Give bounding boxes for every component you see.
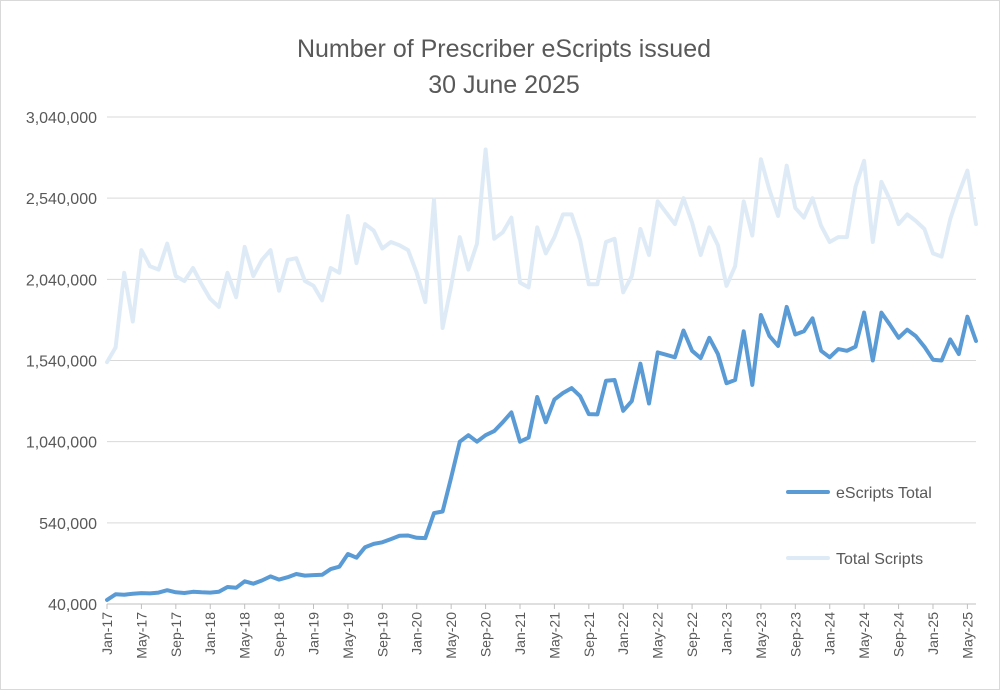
x-tick-label: Jan-19 (305, 612, 321, 655)
legend-label-escripts-total: eScripts Total (836, 485, 932, 502)
x-tick-label: Sep-17 (168, 612, 184, 657)
x-tick-label: May-21 (546, 612, 562, 659)
x-tick-label: May-23 (753, 612, 769, 659)
y-tick-label: 40,000 (48, 597, 97, 614)
x-tick-label: Jan-18 (202, 612, 218, 655)
x-tick-label: Sep-24 (891, 612, 907, 657)
x-tick-label: Sep-20 (478, 612, 494, 657)
chart-title-line-2: 30 June 2025 (428, 71, 580, 99)
x-tick-label: May-22 (650, 612, 666, 659)
x-tick-label: Jan-24 (822, 612, 838, 655)
y-tick-label: 3,040,000 (26, 110, 97, 127)
series-line-total-scripts (105, 147, 978, 365)
x-tick-label: Jan-22 (615, 612, 631, 655)
y-tick-label: 2,540,000 (26, 191, 97, 208)
series-line-escripts-total (105, 304, 978, 602)
x-tick-label: Sep-22 (684, 612, 700, 657)
x-tick-label: Jan-20 (409, 612, 425, 655)
x-tick-label: Jan-17 (99, 612, 115, 655)
gridlines (107, 116, 976, 524)
legend: eScripts Total Total Scripts (786, 485, 932, 568)
x-axis-tick-labels: Jan-17 May-17 Sep-17 Jan-18 May-18 Sep-18 Jan-… (99, 604, 975, 659)
x-tick-label: May-20 (443, 612, 459, 659)
x-tick-label: May-18 (237, 612, 253, 659)
chart-title-line-1: Number of Prescriber eScripts issued (297, 35, 711, 63)
y-tick-label: 1,540,000 (26, 354, 97, 371)
x-tick-label: May-17 (133, 612, 149, 659)
x-tick-label: Sep-23 (787, 612, 803, 657)
series-lines (105, 147, 978, 602)
x-tick-label: Sep-19 (374, 612, 390, 657)
x-tick-label: Jan-23 (718, 612, 734, 655)
legend-label-total-scripts: Total Scripts (836, 551, 923, 568)
x-tick-label: May-19 (340, 612, 356, 659)
x-tick-label: Sep-21 (581, 612, 597, 657)
x-tick-label: Jan-21 (512, 612, 528, 655)
x-tick-label: Sep-18 (271, 612, 287, 657)
y-tick-label: 1,040,000 (26, 435, 97, 452)
x-tick-label: Jan-25 (925, 612, 941, 655)
x-tick-label: May-24 (856, 612, 872, 659)
y-tick-label: 540,000 (39, 516, 97, 533)
y-tick-label: 2,040,000 (26, 272, 97, 289)
x-tick-label: May-25 (959, 612, 975, 659)
y-axis-tick-labels: 40,000 540,000 1,040,000 1,540,000 2,040,000… (26, 110, 97, 614)
